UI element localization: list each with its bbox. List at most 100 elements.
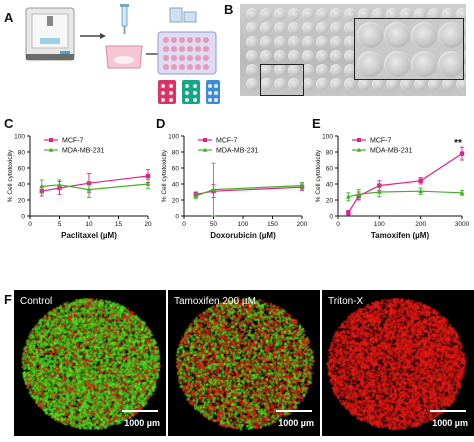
x-tick-label: 100	[238, 221, 249, 228]
well-zoomed	[438, 51, 463, 77]
data-point	[299, 183, 305, 188]
y-axis-label: % Cell cytotoxicity	[7, 149, 14, 202]
well-zoomed	[384, 51, 410, 77]
legend-marker	[356, 147, 362, 152]
well	[330, 8, 342, 20]
chart-tamoxifen: 0 20 40 60 80 100 0 100 200 3000 Tamoxifen (µM) % C…	[315, 134, 470, 241]
legend-marker	[202, 147, 208, 152]
x-tick-label: 5	[58, 221, 62, 228]
well	[344, 22, 356, 34]
legend-marker	[357, 138, 361, 142]
well	[316, 64, 328, 76]
well	[344, 78, 356, 90]
well	[302, 8, 314, 20]
x-axis-label: Doxorubicin (µM)	[210, 231, 276, 240]
well	[288, 36, 300, 48]
y-tick-label: 20	[18, 198, 26, 205]
well	[260, 78, 272, 90]
well	[246, 64, 258, 76]
scale-bar-label: 1000 µm	[124, 418, 160, 428]
y-axis-label: % Cell cytotoxicity	[161, 149, 168, 202]
well	[400, 8, 412, 20]
data-point	[356, 191, 362, 197]
well	[274, 50, 286, 62]
well	[260, 36, 272, 48]
x-tick-label: 150	[267, 221, 278, 228]
zoom-region-box	[260, 64, 304, 96]
y-tick-label: 80	[326, 150, 334, 157]
scale-bar	[122, 410, 158, 412]
micrograph-label: Control	[20, 296, 53, 307]
x-axis-label: Tamoxifen (µM)	[371, 231, 430, 240]
legend-label: MDA-MB-231	[62, 148, 105, 155]
petri-dish-icon	[105, 45, 143, 69]
well	[288, 50, 300, 62]
x-tick-label: 0	[182, 221, 186, 228]
well	[330, 36, 342, 48]
y-tick-label: 20	[326, 198, 334, 205]
x-tick-label: 100	[374, 221, 385, 228]
well	[260, 64, 272, 76]
x-tick-label: 3000	[455, 221, 470, 228]
y-tick-label: 100	[322, 134, 333, 141]
y-tick-label: 40	[18, 182, 26, 189]
well-zoomed	[411, 51, 437, 77]
well-zoomed	[438, 22, 463, 48]
data-point	[39, 183, 45, 189]
micrograph-label: Tamoxifen 200 µM	[174, 296, 256, 307]
well-plate-icon	[157, 7, 217, 75]
y-tick-label: 80	[172, 150, 180, 157]
x-tick-label: 50	[210, 221, 218, 228]
well	[358, 78, 370, 90]
well	[442, 8, 454, 20]
well	[428, 78, 440, 90]
well-zoomed	[384, 22, 410, 48]
well	[274, 64, 286, 76]
well	[372, 8, 384, 20]
3d-printer-icon	[25, 7, 75, 61]
legend-label: MCF-7	[62, 138, 83, 145]
well	[302, 50, 314, 62]
data-point	[145, 173, 151, 179]
well	[288, 78, 300, 90]
series-line	[347, 153, 463, 214]
well	[246, 8, 258, 20]
well	[246, 50, 258, 62]
well	[344, 36, 356, 48]
y-tick-label: 100	[14, 134, 25, 141]
data-point	[418, 188, 424, 193]
legend-marker	[48, 147, 54, 152]
data-point	[211, 187, 216, 192]
well	[302, 36, 314, 48]
well	[400, 78, 412, 90]
x-tick-label: 200	[415, 221, 426, 228]
y-tick-label: 0	[175, 214, 179, 221]
micrograph-tritonx-image	[322, 290, 468, 436]
workflow-schematic	[20, 2, 220, 110]
legend-marker	[49, 138, 53, 142]
x-tick-label: 20	[144, 221, 152, 228]
x-tick-label: 15	[115, 221, 123, 228]
well	[246, 22, 258, 34]
well-zoomed	[357, 51, 383, 77]
data-point	[377, 183, 382, 188]
well	[428, 8, 440, 20]
chart-paclitaxel: 0 20 40 60 80 100 0 5 10 15 20 Paclitaxel (µM) % Cel…	[7, 134, 152, 241]
well	[414, 78, 426, 90]
well	[316, 8, 328, 20]
x-tick-label: 200	[297, 221, 308, 228]
legend-marker	[203, 138, 207, 142]
well	[358, 8, 370, 20]
micrograph-tritonx: Triton-X 1000 µm	[322, 290, 474, 436]
syringe-icon	[120, 4, 129, 34]
series-line	[41, 175, 149, 192]
data-point	[345, 194, 351, 199]
panel-letter-d: D	[156, 116, 166, 131]
well	[274, 22, 286, 34]
legend-label: MCF-7	[370, 138, 391, 145]
well	[316, 78, 328, 90]
x-tick-label: 0	[336, 221, 340, 228]
y-tick-label: 60	[172, 166, 180, 173]
data-point	[86, 187, 92, 192]
data-point	[193, 193, 199, 198]
